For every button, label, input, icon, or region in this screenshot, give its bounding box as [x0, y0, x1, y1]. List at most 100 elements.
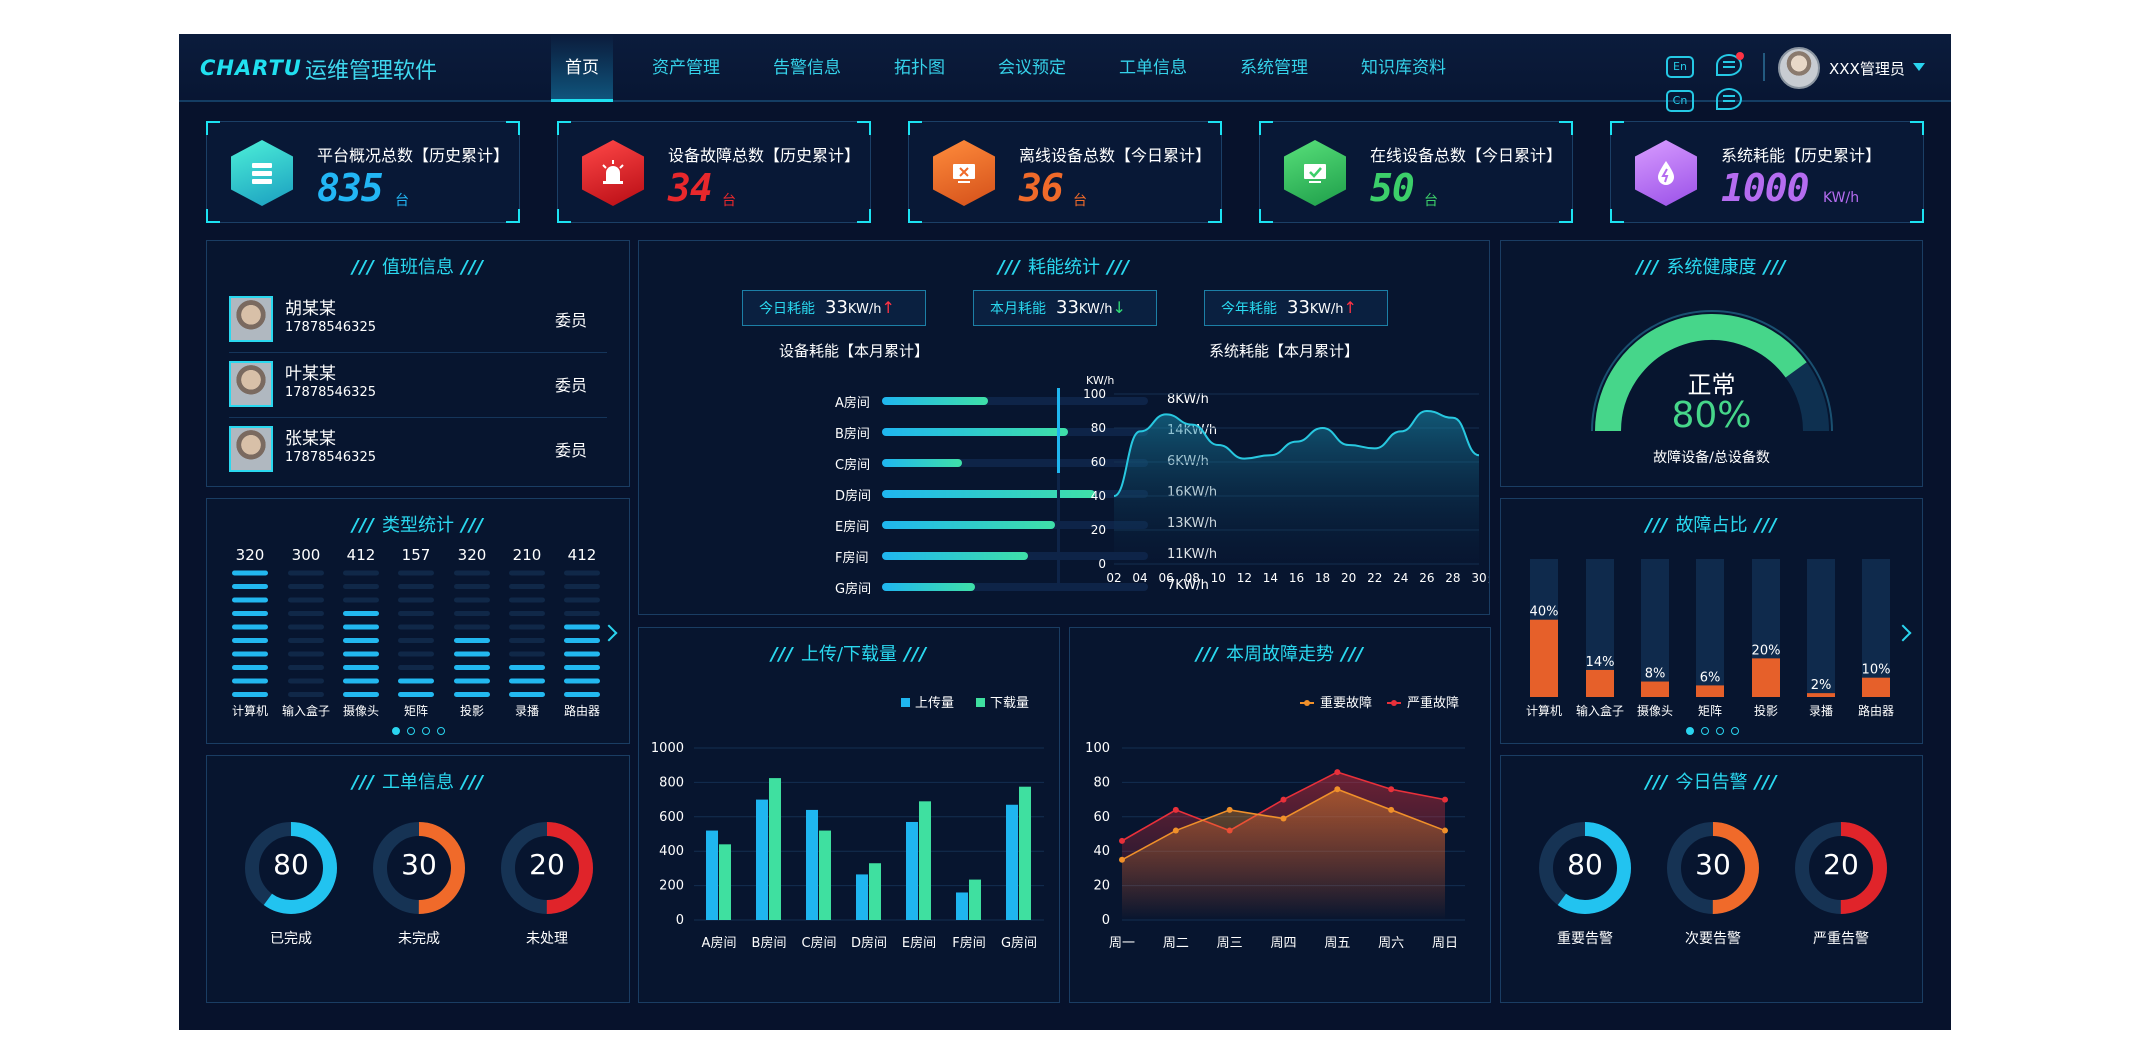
week-point	[1442, 827, 1448, 834]
type-level-bar-off	[288, 624, 324, 630]
type-level-bar-on	[232, 624, 268, 630]
message-icon[interactable]	[1716, 54, 1742, 76]
nav-item-6[interactable]: 系统管理	[1240, 58, 1308, 78]
trend-up-icon: ↑	[1343, 298, 1357, 317]
week-legend-dot	[1304, 700, 1310, 706]
health-title: /// 系统健康度 ///	[1636, 257, 1787, 278]
week-x-tick: 周日	[1432, 936, 1458, 951]
type-value-label: 210	[513, 546, 542, 564]
card-corner	[1559, 121, 1573, 135]
nav-item-0[interactable]: 首页	[551, 34, 613, 102]
hbar-value-label: 8KW/h	[1167, 392, 1209, 407]
user-avatar[interactable]	[1778, 47, 1820, 89]
fault-category-label: 计算机	[1526, 703, 1562, 718]
top-bar: CHARTU 运维管理软件 首页 资产管理 告警信息 拓扑图 会议预定 工单信息 系统管理 知…	[179, 34, 1951, 112]
type-level-bar-on	[454, 665, 490, 670]
device-energy-scrollbar[interactable]	[1057, 388, 1060, 588]
ring-value: 30	[1695, 848, 1731, 881]
updown-bar-upload	[806, 809, 818, 920]
nav-item-2[interactable]: 告警信息	[773, 58, 841, 78]
type-level-bar-on	[232, 611, 268, 616]
stat-card-3[interactable]: 在线设备总数【今日累计】 50 台	[1259, 121, 1573, 223]
updown-bar-download	[869, 863, 881, 920]
week-point	[1442, 796, 1448, 803]
updown-x-tick: E房间	[902, 935, 936, 951]
updown-bar-upload	[906, 821, 918, 920]
week-point	[1280, 796, 1287, 803]
card-corner	[908, 209, 922, 223]
health-caption: 故障设备/总设备数	[1653, 450, 1770, 466]
duty-panel: /// 值班信息 /// 胡某某 17878546325 委员 叶某某 17878546…	[206, 240, 630, 487]
user-menu-caret-icon[interactable]	[1913, 63, 1925, 71]
hbar-track	[882, 521, 1148, 529]
gauge-outer-ring	[1591, 310, 1833, 432]
duty-phone: 17878546325	[285, 385, 376, 400]
hbar-category-label: E房间	[835, 520, 870, 535]
type-level-bar-off	[288, 651, 324, 657]
stat-value: 36	[1019, 166, 1064, 210]
energy-box-1: 本月耗能 33KW/h↓	[973, 290, 1157, 326]
type-level-bar-off	[288, 597, 324, 603]
week-legend-label: 重要故障	[1320, 695, 1372, 711]
username[interactable]: XXX管理员	[1829, 60, 1905, 78]
stat-unit: KW/h	[1823, 190, 1860, 206]
duty-title: /// 值班信息 ///	[352, 257, 484, 278]
type-level-bar-on	[232, 597, 268, 603]
type-category-label: 投影	[460, 703, 484, 718]
type-category-label: 录播	[515, 704, 539, 718]
stat-card-2[interactable]: 离线设备总数【今日累计】 36 台	[908, 121, 1222, 223]
updown-title: /// 上传/下载量 ///	[770, 644, 928, 665]
type-level-bar-on	[232, 638, 268, 643]
type-level-bar-off	[288, 570, 324, 576]
duty-row[interactable]: 叶某某 17878546325 委员	[229, 354, 607, 418]
fault-ratio-pagination[interactable]	[1686, 727, 1739, 735]
updown-y-tick: 800	[659, 775, 684, 790]
week-legend-dot	[1391, 700, 1397, 706]
chat-icon[interactable]	[1716, 88, 1742, 110]
type-stats-title: /// 类型统计 ///	[352, 515, 484, 536]
stat-card-1[interactable]: 设备故障总数【历史累计】 34 台	[557, 121, 871, 223]
ring-label: 严重告警	[1813, 931, 1869, 947]
nav-item-7[interactable]: 知识库资料	[1361, 58, 1446, 78]
health-percent: 80%	[1671, 395, 1752, 436]
type-level-bar-off	[564, 584, 600, 589]
duty-row[interactable]: 张某某 17878546325 委员	[229, 419, 607, 483]
today-alarm-panel: /// 今日告警 /// 80 重要告警 30 次要告警 20 严重告警	[1500, 755, 1923, 1003]
energy-box-value: 33	[825, 297, 848, 318]
updown-legend-swatch	[976, 698, 985, 707]
energy-box-value: 33	[1056, 297, 1079, 318]
area-y-tick: 80	[1091, 421, 1106, 435]
ring-1: 30 次要告警	[1665, 820, 1761, 947]
week-trend-chart: 0 20 40 60 80 100 周一 周二 周三 周四 周五 周六 周日 重要故障 严重故障	[1085, 695, 1465, 951]
type-level-bar-on	[564, 678, 600, 684]
nav-item-5[interactable]: 工单信息	[1119, 58, 1187, 78]
type-stats-pagination[interactable]	[392, 727, 445, 735]
system-energy-title: 系统耗能【本月累计】	[1209, 342, 1360, 360]
hbar-fill	[882, 521, 1055, 529]
nav-item-4[interactable]: 会议预定	[998, 58, 1066, 78]
type-level-bar-off	[509, 584, 545, 589]
week-x-tick: 周二	[1163, 936, 1189, 951]
stat-card-4[interactable]: 系统耗能【历史累计】 1000 KW/h	[1610, 121, 1924, 223]
type-level-bar-off	[509, 570, 545, 576]
type-category-label: 计算机	[232, 703, 268, 718]
type-level-bar-off	[398, 584, 434, 589]
duty-row[interactable]: 胡某某 17878546325 委员	[229, 289, 607, 353]
language-cn-button[interactable]: Cn	[1666, 90, 1694, 112]
language-en-button[interactable]: En	[1666, 56, 1694, 78]
area-x-tick: 30	[1471, 571, 1486, 585]
type-level-bar-on	[454, 651, 490, 657]
week-legend-label: 严重故障	[1407, 695, 1459, 711]
type-level-bar-off	[343, 597, 379, 603]
nav-item-1[interactable]: 资产管理	[652, 58, 720, 78]
type-level-bar-on	[343, 692, 379, 697]
stat-card-0[interactable]: 平台概况总数【历史累计】 835 台	[206, 121, 520, 223]
week-y-tick: 60	[1093, 810, 1110, 825]
type-level-bar-on	[564, 624, 600, 630]
week-y-tick: 0	[1102, 913, 1110, 928]
energy-box-unit: KW/h	[1309, 302, 1344, 317]
nav-item-3[interactable]: 拓扑图	[894, 58, 945, 78]
fault-bar-track	[1862, 559, 1890, 697]
updown-panel: /// 上传/下载量 /// 0 200 400 600 800 1000 A房间 B房间 C房…	[638, 627, 1060, 1003]
